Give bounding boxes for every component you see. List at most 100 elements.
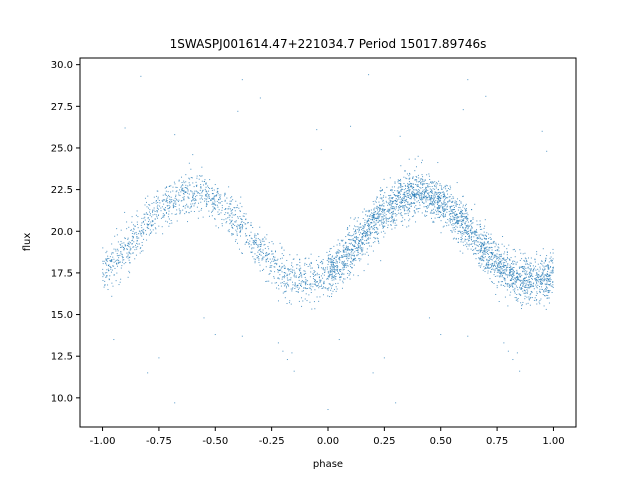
data-point bbox=[427, 199, 429, 201]
data-point bbox=[331, 276, 333, 278]
data-point bbox=[257, 238, 259, 240]
data-point bbox=[333, 257, 335, 259]
data-point bbox=[141, 217, 143, 219]
data-point bbox=[303, 270, 305, 272]
data-point bbox=[232, 233, 234, 235]
data-point bbox=[496, 257, 498, 259]
data-point bbox=[132, 239, 134, 241]
data-point bbox=[400, 209, 402, 211]
data-point bbox=[192, 193, 194, 195]
data-point bbox=[276, 262, 278, 264]
data-point bbox=[538, 275, 540, 277]
data-point bbox=[185, 211, 187, 213]
data-point bbox=[407, 192, 409, 194]
data-point bbox=[512, 263, 514, 265]
data-point bbox=[428, 317, 430, 319]
data-point bbox=[552, 267, 554, 269]
data-point bbox=[265, 258, 267, 260]
data-point bbox=[410, 183, 412, 185]
data-point bbox=[549, 252, 551, 254]
data-point bbox=[396, 224, 398, 226]
data-point bbox=[366, 229, 368, 231]
data-point bbox=[176, 190, 178, 192]
data-point bbox=[420, 182, 422, 184]
data-point bbox=[304, 262, 306, 264]
data-point bbox=[536, 277, 538, 279]
data-point bbox=[107, 268, 109, 270]
data-point bbox=[404, 195, 406, 197]
data-point bbox=[499, 255, 501, 257]
data-point bbox=[361, 243, 363, 245]
data-point bbox=[162, 216, 164, 218]
data-point bbox=[307, 283, 309, 285]
data-point bbox=[376, 197, 378, 199]
x-tick-label: 0.00 bbox=[317, 436, 339, 447]
data-point bbox=[343, 251, 345, 253]
data-point bbox=[109, 265, 111, 267]
data-point bbox=[408, 186, 410, 188]
data-point bbox=[346, 263, 348, 265]
data-point bbox=[156, 210, 158, 212]
data-point bbox=[443, 195, 445, 197]
data-point bbox=[154, 213, 156, 215]
data-point bbox=[211, 198, 213, 200]
data-point bbox=[467, 238, 469, 240]
data-point bbox=[165, 212, 167, 214]
data-point bbox=[404, 219, 406, 221]
data-point bbox=[164, 207, 166, 209]
data-point bbox=[200, 187, 202, 189]
data-point bbox=[446, 190, 448, 192]
data-point bbox=[363, 232, 365, 234]
data-point bbox=[420, 192, 422, 194]
data-point bbox=[440, 204, 442, 206]
data-point bbox=[523, 292, 525, 294]
data-point bbox=[546, 276, 548, 278]
data-point bbox=[343, 273, 345, 275]
data-point bbox=[284, 267, 286, 269]
data-point bbox=[494, 249, 496, 251]
data-point bbox=[472, 222, 474, 224]
data-point bbox=[211, 211, 212, 213]
data-point bbox=[441, 191, 443, 193]
data-point bbox=[498, 250, 500, 252]
data-point bbox=[460, 212, 462, 214]
data-point bbox=[178, 192, 180, 194]
data-point bbox=[168, 204, 170, 206]
data-point bbox=[370, 219, 372, 221]
data-point bbox=[500, 281, 502, 283]
data-point bbox=[279, 242, 281, 244]
data-point bbox=[491, 255, 493, 257]
data-point bbox=[217, 191, 219, 193]
data-point bbox=[250, 231, 252, 233]
data-point bbox=[263, 240, 265, 242]
data-point bbox=[468, 235, 470, 237]
data-point bbox=[315, 274, 317, 276]
data-point bbox=[412, 187, 414, 189]
data-point bbox=[231, 216, 233, 218]
data-point bbox=[210, 199, 212, 201]
data-point bbox=[227, 217, 229, 219]
data-point bbox=[274, 266, 276, 268]
data-point bbox=[105, 258, 107, 260]
data-point bbox=[130, 230, 132, 231]
data-point bbox=[414, 193, 416, 195]
data-point bbox=[167, 196, 169, 198]
data-point bbox=[131, 216, 133, 218]
data-point bbox=[297, 291, 299, 293]
data-point bbox=[502, 236, 504, 238]
data-point bbox=[440, 187, 442, 189]
data-point bbox=[182, 192, 184, 194]
data-point bbox=[444, 205, 446, 207]
data-point bbox=[268, 280, 270, 282]
data-point bbox=[408, 178, 410, 180]
data-point bbox=[381, 197, 383, 199]
data-point bbox=[255, 242, 257, 244]
data-point bbox=[417, 193, 419, 195]
data-point bbox=[326, 278, 328, 280]
data-point bbox=[515, 262, 517, 264]
data-point bbox=[228, 208, 230, 210]
data-point bbox=[516, 272, 518, 274]
data-point bbox=[357, 226, 359, 228]
data-point bbox=[498, 256, 500, 258]
data-point bbox=[496, 275, 498, 277]
